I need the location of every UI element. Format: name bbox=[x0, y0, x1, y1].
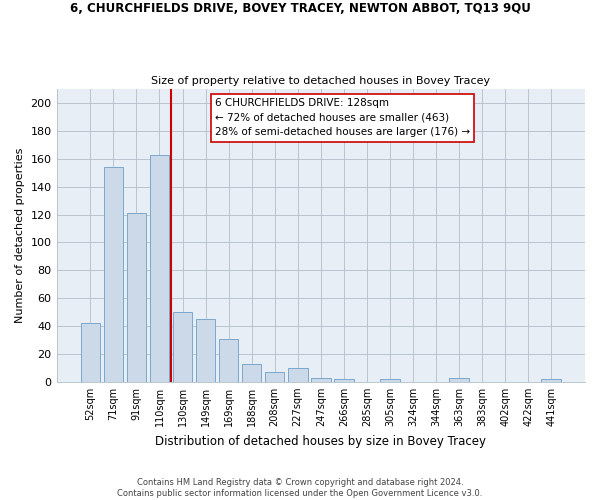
X-axis label: Distribution of detached houses by size in Bovey Tracey: Distribution of detached houses by size … bbox=[155, 434, 486, 448]
Bar bbox=[104, 167, 123, 382]
Bar bbox=[173, 312, 193, 382]
Bar bbox=[334, 379, 353, 382]
Bar bbox=[149, 154, 169, 382]
Bar bbox=[541, 379, 561, 382]
Bar bbox=[288, 368, 308, 382]
Bar bbox=[311, 378, 331, 382]
Y-axis label: Number of detached properties: Number of detached properties bbox=[15, 148, 25, 323]
Bar bbox=[265, 372, 284, 382]
Title: Size of property relative to detached houses in Bovey Tracey: Size of property relative to detached ho… bbox=[151, 76, 490, 86]
Bar bbox=[80, 324, 100, 382]
Text: 6, CHURCHFIELDS DRIVE, BOVEY TRACEY, NEWTON ABBOT, TQ13 9QU: 6, CHURCHFIELDS DRIVE, BOVEY TRACEY, NEW… bbox=[70, 2, 530, 16]
Bar bbox=[219, 338, 238, 382]
Text: Contains HM Land Registry data © Crown copyright and database right 2024.
Contai: Contains HM Land Registry data © Crown c… bbox=[118, 478, 482, 498]
Bar bbox=[242, 364, 262, 382]
Text: 6 CHURCHFIELDS DRIVE: 128sqm
← 72% of detached houses are smaller (463)
28% of s: 6 CHURCHFIELDS DRIVE: 128sqm ← 72% of de… bbox=[215, 98, 470, 138]
Bar bbox=[380, 379, 400, 382]
Bar bbox=[127, 213, 146, 382]
Bar bbox=[196, 319, 215, 382]
Bar bbox=[449, 378, 469, 382]
